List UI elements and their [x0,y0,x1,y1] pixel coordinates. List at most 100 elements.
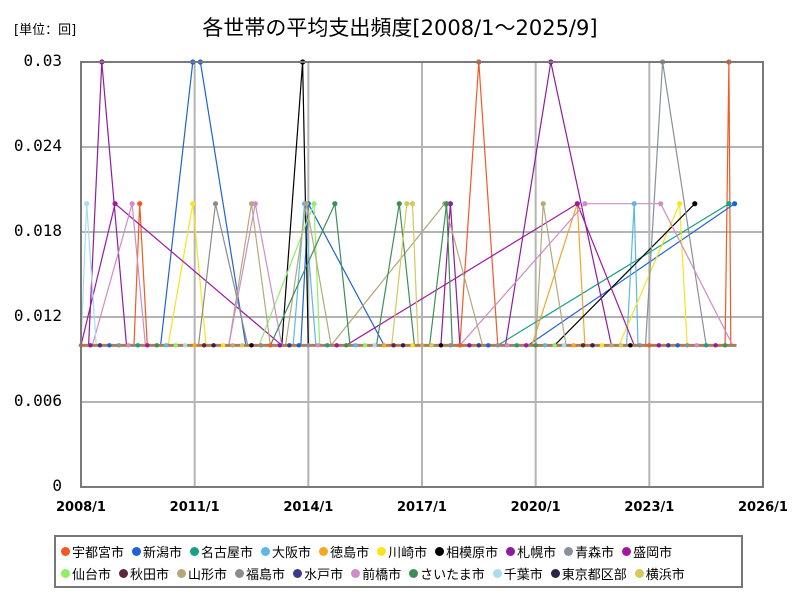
legend-marker-icon [61,546,70,556]
data-point [353,343,358,348]
x-tick-label: 2026/1 [738,500,788,515]
data-point [561,343,567,348]
plot-frame [80,61,764,488]
data-point [476,343,482,348]
legend-item: 仙台市 [61,564,111,583]
data-point [675,343,680,348]
data-point [201,343,207,348]
legend-label: 福島市 [246,567,286,583]
data-point [731,201,738,207]
data-point [332,201,338,207]
unit-label: [単位：回] [14,23,77,38]
data-point [311,201,317,207]
series-line [81,202,567,347]
x-tick-label: 2017/1 [397,500,447,515]
data-point [306,343,311,348]
legend-item: 千葉市 [492,564,543,583]
legend-marker-icon [119,568,129,578]
data-point [212,201,219,207]
data-point [220,343,226,348]
data-point [135,343,141,348]
data-point [325,343,330,348]
data-point [277,343,283,348]
data-point [258,343,264,348]
legend-marker-icon [177,568,187,578]
data-point [692,201,698,207]
data-point [685,343,690,348]
data-point [137,201,143,207]
legend-marker-icon [61,568,70,578]
legend-label: 大阪市 [272,545,312,561]
legend-item: 徳島市 [319,542,369,561]
data-point [631,201,637,207]
chart-title: 各世帯の平均支出頻度[2008/1～2025/9] [202,16,598,40]
legend-label: 川崎市 [388,545,428,561]
legend-item: 横浜市 [634,564,685,583]
data-point [609,343,614,348]
data-point [523,343,529,348]
legend-row: 宇都宮市 新潟市 名古屋市 大阪市 徳島市 川崎市 相模原市 札幌市 青森市 盛岡市 [61,541,680,561]
data-point [599,343,605,348]
data-point [334,343,339,348]
legend-label: 相模原市 [446,545,499,561]
data-point [694,343,699,348]
data-point [514,343,519,348]
data-point [677,201,683,207]
y-tick-label: 0.018 [13,221,62,240]
legend-label: 名古屋市 [201,545,254,561]
legend-item: さいたま市 [409,564,485,583]
data-point [533,343,538,348]
x-tick-label: 2020/1 [510,500,561,515]
y-tick-label: 0.006 [13,391,62,410]
y-tick-label: 0.03 [23,51,62,70]
data-point [154,343,159,348]
data-point [486,343,491,348]
legend-label: さいたま市 [420,567,485,583]
data-point [457,343,463,348]
data-point [211,343,216,348]
x-tick-label: 2023/1 [624,500,675,515]
y-tick-label: 0.012 [13,306,62,325]
data-point [582,201,588,207]
data-point [396,201,402,207]
legend-marker-icon [409,568,419,578]
legend-marker-icon [132,546,142,556]
x-tick-label: 2011/1 [169,500,220,515]
legend-item: 秋田市 [119,564,169,583]
data-point [145,343,150,348]
x-tick-label: 2008/1 [56,500,106,515]
data-point [666,343,671,348]
data-point [590,343,595,348]
data-point [173,343,178,348]
data-point [726,201,732,207]
legend-marker-icon [492,568,502,578]
data-point [97,343,103,348]
data-point [409,201,416,207]
series-line [81,203,419,346]
legend-marker-icon [564,546,574,556]
data-point [182,343,188,348]
legend-marker-icon [622,546,632,556]
data-point [129,201,135,207]
data-point [505,343,510,348]
legend-label: 札幌市 [517,545,557,561]
data-point [372,343,377,348]
data-point [571,343,576,348]
legend-label: 東京都区部 [561,567,627,583]
legend-label: 前橋市 [362,567,402,583]
legend-label: 仙台市 [72,567,112,583]
data-point [248,201,255,207]
data-point [116,343,122,348]
series-line [81,203,249,346]
legend-marker-icon [435,546,445,556]
data-point [703,343,709,348]
data-point [315,343,321,348]
data-point [647,343,652,348]
data-point [287,343,292,348]
data-point [658,201,664,207]
legend-item: 大阪市 [261,542,311,561]
data-point [230,343,235,348]
legend-marker-icon [261,546,271,556]
data-point [381,343,387,348]
data-point [628,343,633,348]
